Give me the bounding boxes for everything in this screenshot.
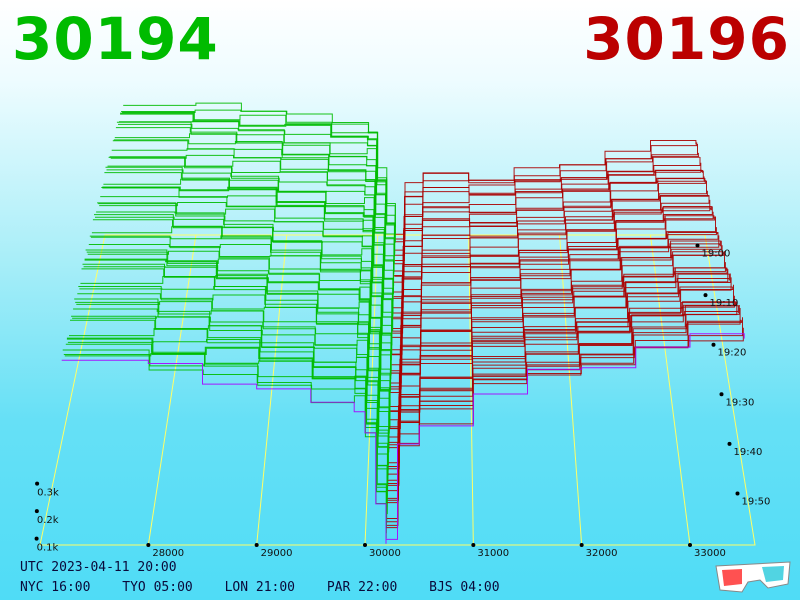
ask-curve-55 [394, 156, 700, 256]
ask-curve-14 [388, 286, 734, 470]
ask-curve-36 [391, 216, 716, 355]
ask-curve-22 [389, 267, 727, 429]
bid-curve-5 [66, 337, 388, 515]
x-tick-dot-30000 [363, 543, 367, 547]
ask-curve-2 [386, 317, 743, 523]
ask-curve-37 [392, 215, 715, 351]
ask-curve-19 [389, 278, 730, 438]
time-tick-label-3: 19:30 [726, 397, 755, 408]
bid-curve-4 [65, 343, 388, 523]
time-tick-label-0: 19:00 [702, 249, 731, 260]
grid-line-33000 [649, 234, 691, 546]
bid-curve-14 [76, 301, 389, 471]
depth-curves [61, 102, 745, 544]
ask-curve-0 [386, 333, 745, 540]
ask-curve-44 [393, 195, 709, 314]
x-tick-dot-29000 [254, 543, 259, 547]
time-tick-dot-3 [719, 392, 724, 397]
bid-curve-0 [61, 359, 387, 544]
ask-curve-24 [390, 251, 725, 412]
time-tick-dot-2 [711, 342, 716, 347]
x-tick-dot-33000 [688, 543, 692, 547]
ask-curve-29 [390, 240, 721, 390]
ask-curve-15 [388, 286, 733, 464]
bid-curve-15 [77, 293, 389, 466]
bid-curve-7 [69, 328, 388, 507]
ask-curve-10 [387, 301, 737, 484]
time-tick-dot-4 [727, 441, 732, 446]
z-tick-dot-2 [35, 481, 40, 486]
ask-curve-12 [388, 295, 735, 475]
ask-curve-47 [393, 180, 707, 298]
ask-curve-18 [389, 273, 730, 446]
grid-line-30000 [364, 234, 379, 546]
chart-axes: 28000 29000 30000 31000 32000 33000 0.1k 0.2k 0.… [34, 243, 771, 559]
ask-curve-58 [395, 142, 698, 240]
z-tick-label-2: 0.3k [37, 488, 59, 499]
z-tick-label-1: 0.2k [37, 515, 59, 526]
timezone-tyo: TYO 05:00 [122, 580, 193, 595]
grid-line-32000 [559, 234, 583, 546]
timezone-lon: LON 21:00 [224, 580, 296, 595]
ask-curve-27 [390, 245, 723, 393]
ask-curve-1 [386, 327, 744, 529]
ask-curve-7 [387, 305, 739, 501]
ask-curve-56 [395, 152, 699, 251]
timezone-row: NYC 16:00 TYO 05:00 LON 21:00 PAR 22:00 … [20, 580, 524, 595]
bid-curve-2 [63, 354, 387, 534]
x-tick-label-30000: 30000 [369, 548, 401, 559]
ask-curve-40 [392, 206, 712, 334]
grid-line-29000 [256, 234, 288, 546]
bid-price: 30194 [12, 5, 219, 73]
ask-curve-53 [394, 162, 702, 265]
x-tick-label-32000: 32000 [586, 548, 618, 559]
ask-curve-51 [394, 170, 703, 277]
x-tick-label-28000: 28000 [152, 548, 184, 559]
bid-curve-3 [64, 353, 387, 528]
ask-curve-25 [390, 252, 725, 412]
bid-curve-32 [95, 216, 392, 376]
ask-curve-8 [387, 310, 739, 492]
3d-glasses-icon[interactable] [712, 558, 794, 594]
time-tick-label-4: 19:40 [734, 447, 763, 458]
utc-time: UTC 2023-04-11 20:00 [20, 560, 177, 575]
ask-price: 30196 [583, 5, 790, 73]
depth-chart-3d: 28000 29000 30000 31000 32000 33000 0.1k 0.2k 0.… [34, 102, 771, 559]
ask-curve-52 [394, 169, 703, 272]
z-tick-dot-0 [34, 536, 39, 541]
bid-curve-8 [70, 319, 388, 497]
x-tick-label-31000: 31000 [477, 548, 509, 559]
time-tick-label-2: 19:20 [718, 348, 747, 359]
timezone-par: PAR 22:00 [326, 580, 398, 595]
ask-curve-33 [391, 232, 718, 372]
timezone-bjs: BJS 04:00 [429, 580, 500, 595]
ask-curve-4 [386, 319, 742, 519]
x-tick-dot-28000 [146, 543, 151, 547]
ask-curve-30 [391, 243, 721, 384]
ask-curve-11 [388, 301, 736, 486]
ask-curve-41 [392, 207, 712, 329]
x-tick-label-33000: 33000 [694, 548, 726, 559]
timezone-nyc: NYC 16:00 [20, 580, 91, 595]
time-tick-label-1: 19:10 [710, 298, 739, 309]
ask-curve-3 [386, 320, 743, 526]
z-tick-label-0: 0.1k [37, 543, 59, 554]
grid-line-28000 [147, 234, 197, 546]
x-tick-dot-31000 [471, 543, 476, 547]
bid-curve-34 [97, 202, 392, 361]
ask-curve-48 [393, 178, 706, 293]
ask-curve-26 [390, 251, 724, 407]
ask-curve-17 [388, 273, 731, 443]
time-tick-dot-0 [695, 243, 700, 248]
x-tick-label-29000: 29000 [261, 548, 293, 559]
time-tick-dot-1 [703, 293, 708, 298]
x-tick-dot-32000 [579, 543, 584, 547]
ask-curve-21 [389, 267, 728, 430]
z-tick-dot-1 [34, 509, 39, 514]
ask-curve-59 [395, 140, 697, 235]
time-tick-label-5: 19:50 [742, 497, 771, 508]
bid-curve-6 [67, 339, 388, 513]
time-tick-dot-5 [735, 491, 740, 496]
